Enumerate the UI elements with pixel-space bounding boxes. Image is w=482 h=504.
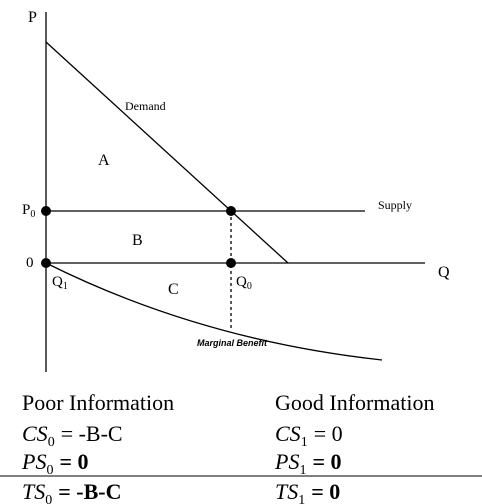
table-cell: CS1 = 0 — [275, 421, 343, 450]
marginal-benefit-curve — [45, 262, 383, 361]
text-part: 0 — [247, 281, 252, 292]
point — [41, 206, 51, 216]
text-part: 0 — [45, 493, 52, 504]
q0-label: Q0 — [236, 274, 252, 292]
text-part: 0 — [30, 209, 35, 220]
supply-label: Supply — [378, 198, 412, 212]
text-part: PS — [21, 449, 46, 474]
p-axis-label: P — [28, 9, 37, 26]
text-part: 0 — [46, 463, 53, 478]
text-part: = 0 — [312, 449, 341, 474]
p0-label: P0 — [22, 202, 35, 220]
table-header: Good Information — [275, 390, 434, 415]
point — [226, 258, 236, 268]
table-cell: CS0 = -B-C — [22, 421, 123, 450]
text-part: = 0 — [59, 449, 88, 474]
point — [41, 258, 51, 268]
text-part: CS — [275, 421, 301, 446]
text-part: Q — [236, 274, 247, 290]
marginal-benefit-label: Marginal Benefit — [197, 338, 268, 348]
text-part: 1 — [299, 463, 306, 478]
demand-line — [45, 41, 289, 264]
area-label: A — [98, 152, 110, 169]
table-cell: TS1 = 0 — [275, 479, 340, 504]
area-label: C — [168, 281, 179, 298]
text-part: PS — [274, 449, 299, 474]
origin-label: 0 — [26, 255, 34, 271]
table-cell: PS1 = 0 — [274, 449, 342, 478]
text-part: TS — [22, 479, 45, 504]
text-part: = 0 — [314, 421, 343, 446]
point — [226, 206, 236, 216]
table-cell: TS0 = -B-C — [22, 479, 122, 504]
text-part: = 0 — [311, 479, 340, 504]
text-part: 1 — [63, 281, 68, 292]
text-part: P — [22, 202, 30, 218]
demand-label: Demand — [125, 99, 166, 113]
q-axis-label: Q — [438, 264, 450, 281]
table-cell: PS0 = 0 — [21, 449, 89, 478]
text-part: = -B-C — [61, 421, 123, 446]
table-header: Poor Information — [22, 390, 174, 415]
area-label: B — [132, 232, 143, 249]
text-part: TS — [275, 479, 298, 504]
text-part: CS — [22, 421, 48, 446]
labels: P Q Demand Supply A B C P0 0 Q1 Q0 — [22, 9, 450, 298]
text-part: = -B-C — [58, 479, 121, 504]
table: Poor Information Good Information CS0 = -… — [21, 390, 434, 504]
text-part: Q — [52, 274, 63, 290]
text-part: 1 — [298, 493, 305, 504]
q1-label: Q1 — [52, 274, 68, 292]
text-part: 0 — [48, 435, 55, 450]
text-part: 1 — [301, 435, 308, 450]
